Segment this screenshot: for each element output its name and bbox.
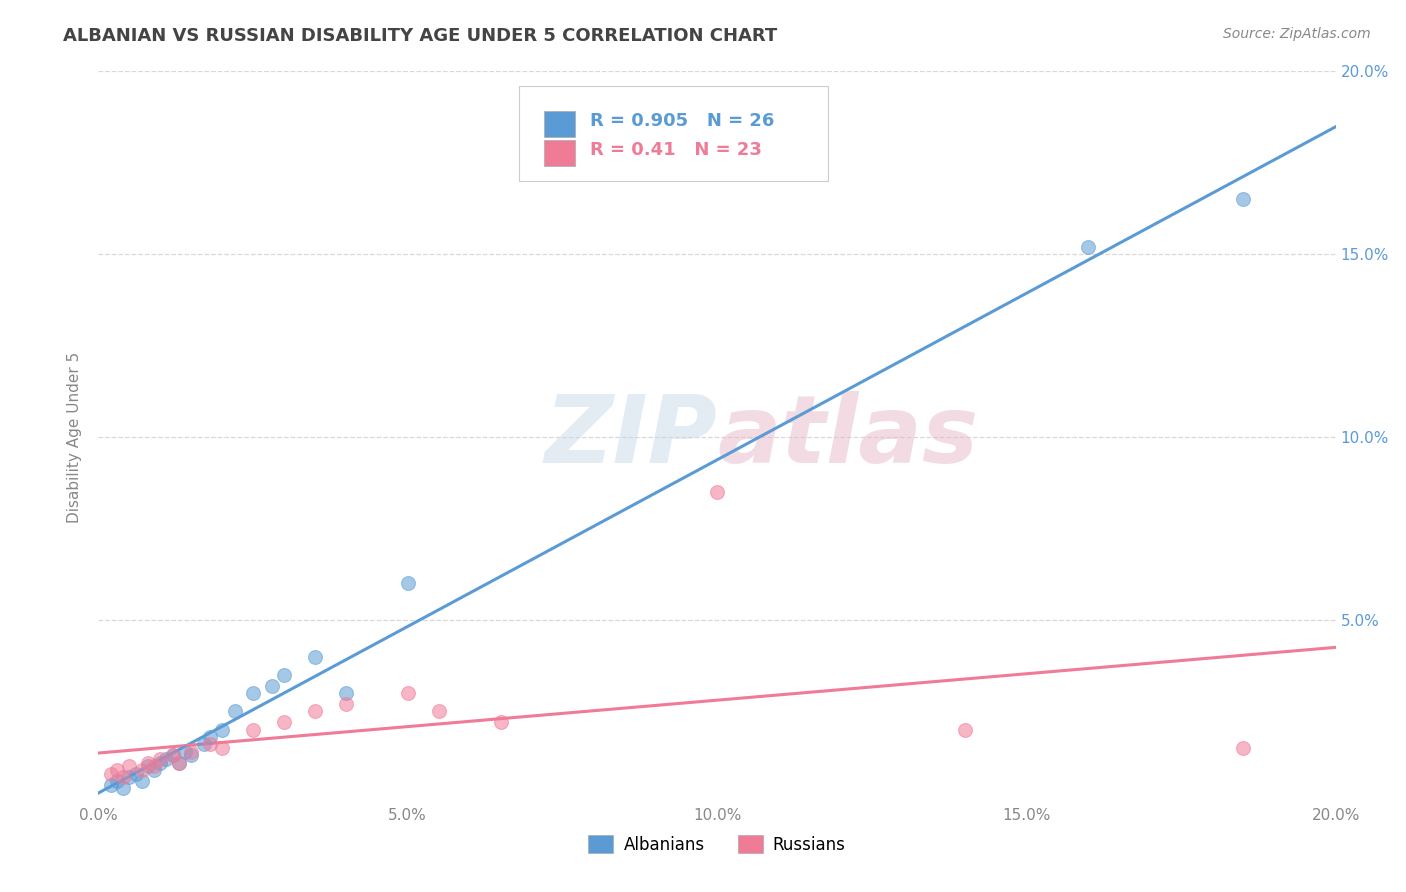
Point bbox=[112, 781, 135, 796]
Point bbox=[167, 756, 190, 770]
Point bbox=[706, 485, 728, 500]
Point bbox=[112, 770, 135, 784]
Point bbox=[273, 715, 295, 730]
Text: R = 0.905   N = 26: R = 0.905 N = 26 bbox=[589, 112, 773, 130]
Point bbox=[211, 740, 233, 755]
Text: atlas: atlas bbox=[717, 391, 979, 483]
Point bbox=[242, 723, 264, 737]
Point bbox=[162, 748, 184, 763]
Point bbox=[489, 715, 512, 730]
Point bbox=[396, 686, 419, 700]
Text: ZIP: ZIP bbox=[544, 391, 717, 483]
Point bbox=[198, 730, 221, 744]
Legend: Albanians, Russians: Albanians, Russians bbox=[582, 829, 852, 860]
FancyBboxPatch shape bbox=[544, 140, 575, 167]
Point bbox=[335, 686, 357, 700]
Point bbox=[304, 705, 326, 719]
Point bbox=[143, 759, 166, 773]
Point bbox=[1232, 740, 1254, 755]
Text: Source: ZipAtlas.com: Source: ZipAtlas.com bbox=[1223, 27, 1371, 41]
Point bbox=[1077, 240, 1099, 254]
Y-axis label: Disability Age Under 5: Disability Age Under 5 bbox=[67, 351, 83, 523]
Point bbox=[335, 697, 357, 711]
Point bbox=[118, 759, 141, 773]
Point bbox=[124, 766, 146, 780]
FancyBboxPatch shape bbox=[519, 86, 828, 181]
Point bbox=[224, 705, 246, 719]
Point bbox=[155, 752, 177, 766]
Point bbox=[174, 745, 197, 759]
Point bbox=[396, 576, 419, 591]
Text: ALBANIAN VS RUSSIAN DISABILITY AGE UNDER 5 CORRELATION CHART: ALBANIAN VS RUSSIAN DISABILITY AGE UNDER… bbox=[63, 27, 778, 45]
Point bbox=[149, 756, 172, 770]
Point bbox=[260, 679, 283, 693]
Point bbox=[273, 667, 295, 681]
Point bbox=[180, 748, 202, 763]
Point bbox=[427, 705, 450, 719]
Point bbox=[198, 737, 221, 751]
Point bbox=[131, 773, 153, 788]
Point bbox=[193, 737, 215, 751]
Point bbox=[167, 756, 190, 770]
Point bbox=[1232, 192, 1254, 206]
Point bbox=[180, 745, 202, 759]
FancyBboxPatch shape bbox=[544, 111, 575, 137]
Point bbox=[131, 763, 153, 777]
Point bbox=[100, 778, 122, 792]
Point bbox=[105, 773, 128, 788]
Point bbox=[242, 686, 264, 700]
Point bbox=[162, 748, 184, 763]
Point bbox=[136, 759, 159, 773]
Point bbox=[304, 649, 326, 664]
Point bbox=[100, 766, 122, 780]
Point bbox=[136, 756, 159, 770]
Point bbox=[149, 752, 172, 766]
Point bbox=[118, 770, 141, 784]
Point bbox=[211, 723, 233, 737]
Point bbox=[105, 763, 128, 777]
Point bbox=[143, 763, 166, 777]
Text: R = 0.41   N = 23: R = 0.41 N = 23 bbox=[589, 141, 762, 160]
Point bbox=[953, 723, 976, 737]
